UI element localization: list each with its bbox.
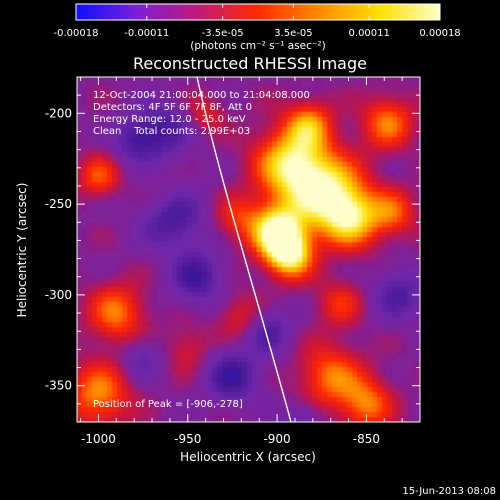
colorbar-tick-label: -3.5e-05	[202, 28, 244, 39]
x-axis-tick-label: -950	[174, 432, 201, 446]
colorbar-ticks: -0.00018 -0.00011 -3.5e-05 3.5e-05 0.00011 0.…	[54, 4, 461, 39]
colorbar-tick-label: 3.5e-05	[274, 28, 312, 39]
y-axis-tick-label: -200	[45, 106, 72, 120]
plot-title: Reconstructed RHESSI Image	[133, 54, 367, 73]
colorbar-units: (photons cm⁻² s⁻¹ asec⁻²)	[190, 40, 325, 52]
footer-date: 15-Jun-2013 08:08	[402, 486, 496, 497]
y-axis: -200 -250 -300 -350	[45, 76, 420, 423]
colorbar-tick-label: -0.00018	[54, 28, 99, 39]
x-axis-tick-label: -850	[353, 432, 380, 446]
x-axis-label: Heliocentric X (arcsec)	[180, 450, 316, 464]
rhessi-image	[77, 77, 420, 422]
colorbar	[75, 3, 441, 21]
annotation-peak-position: Position of Peak = [-906,-278]	[93, 399, 243, 410]
colorbar-tick-label: 0.00018	[419, 28, 460, 39]
x-axis: -1000 -950 -900 -850	[80, 77, 421, 446]
x-axis-tick-label: -1000	[81, 432, 116, 446]
solar-limb-line	[196, 77, 292, 422]
y-axis-tick-label: -300	[45, 288, 72, 302]
x-axis-tick-label: -900	[263, 432, 290, 446]
annotation-clean-counts: Clean Total counts: 2.99E+03	[93, 126, 250, 137]
y-axis-tick-label: -350	[45, 379, 72, 393]
colorbar-tick-label: 0.00011	[349, 28, 390, 39]
y-axis-tick-label: -250	[45, 197, 72, 211]
annotation-time-range: 12-Oct-2004 21:00:04.000 to 21:04:08.000	[93, 90, 310, 101]
plot-frame	[76, 76, 421, 423]
colorbar-tick-label: -0.00011	[124, 28, 169, 39]
annotation-detectors: Detectors: 4F 5F 6F 7F 8F, Att 0	[93, 102, 252, 113]
y-axis-label: Heliocentric Y (arcsec)	[15, 183, 29, 318]
annotation-energy-range: Energy Range: 12.0 - 25.0 keV	[93, 114, 246, 125]
